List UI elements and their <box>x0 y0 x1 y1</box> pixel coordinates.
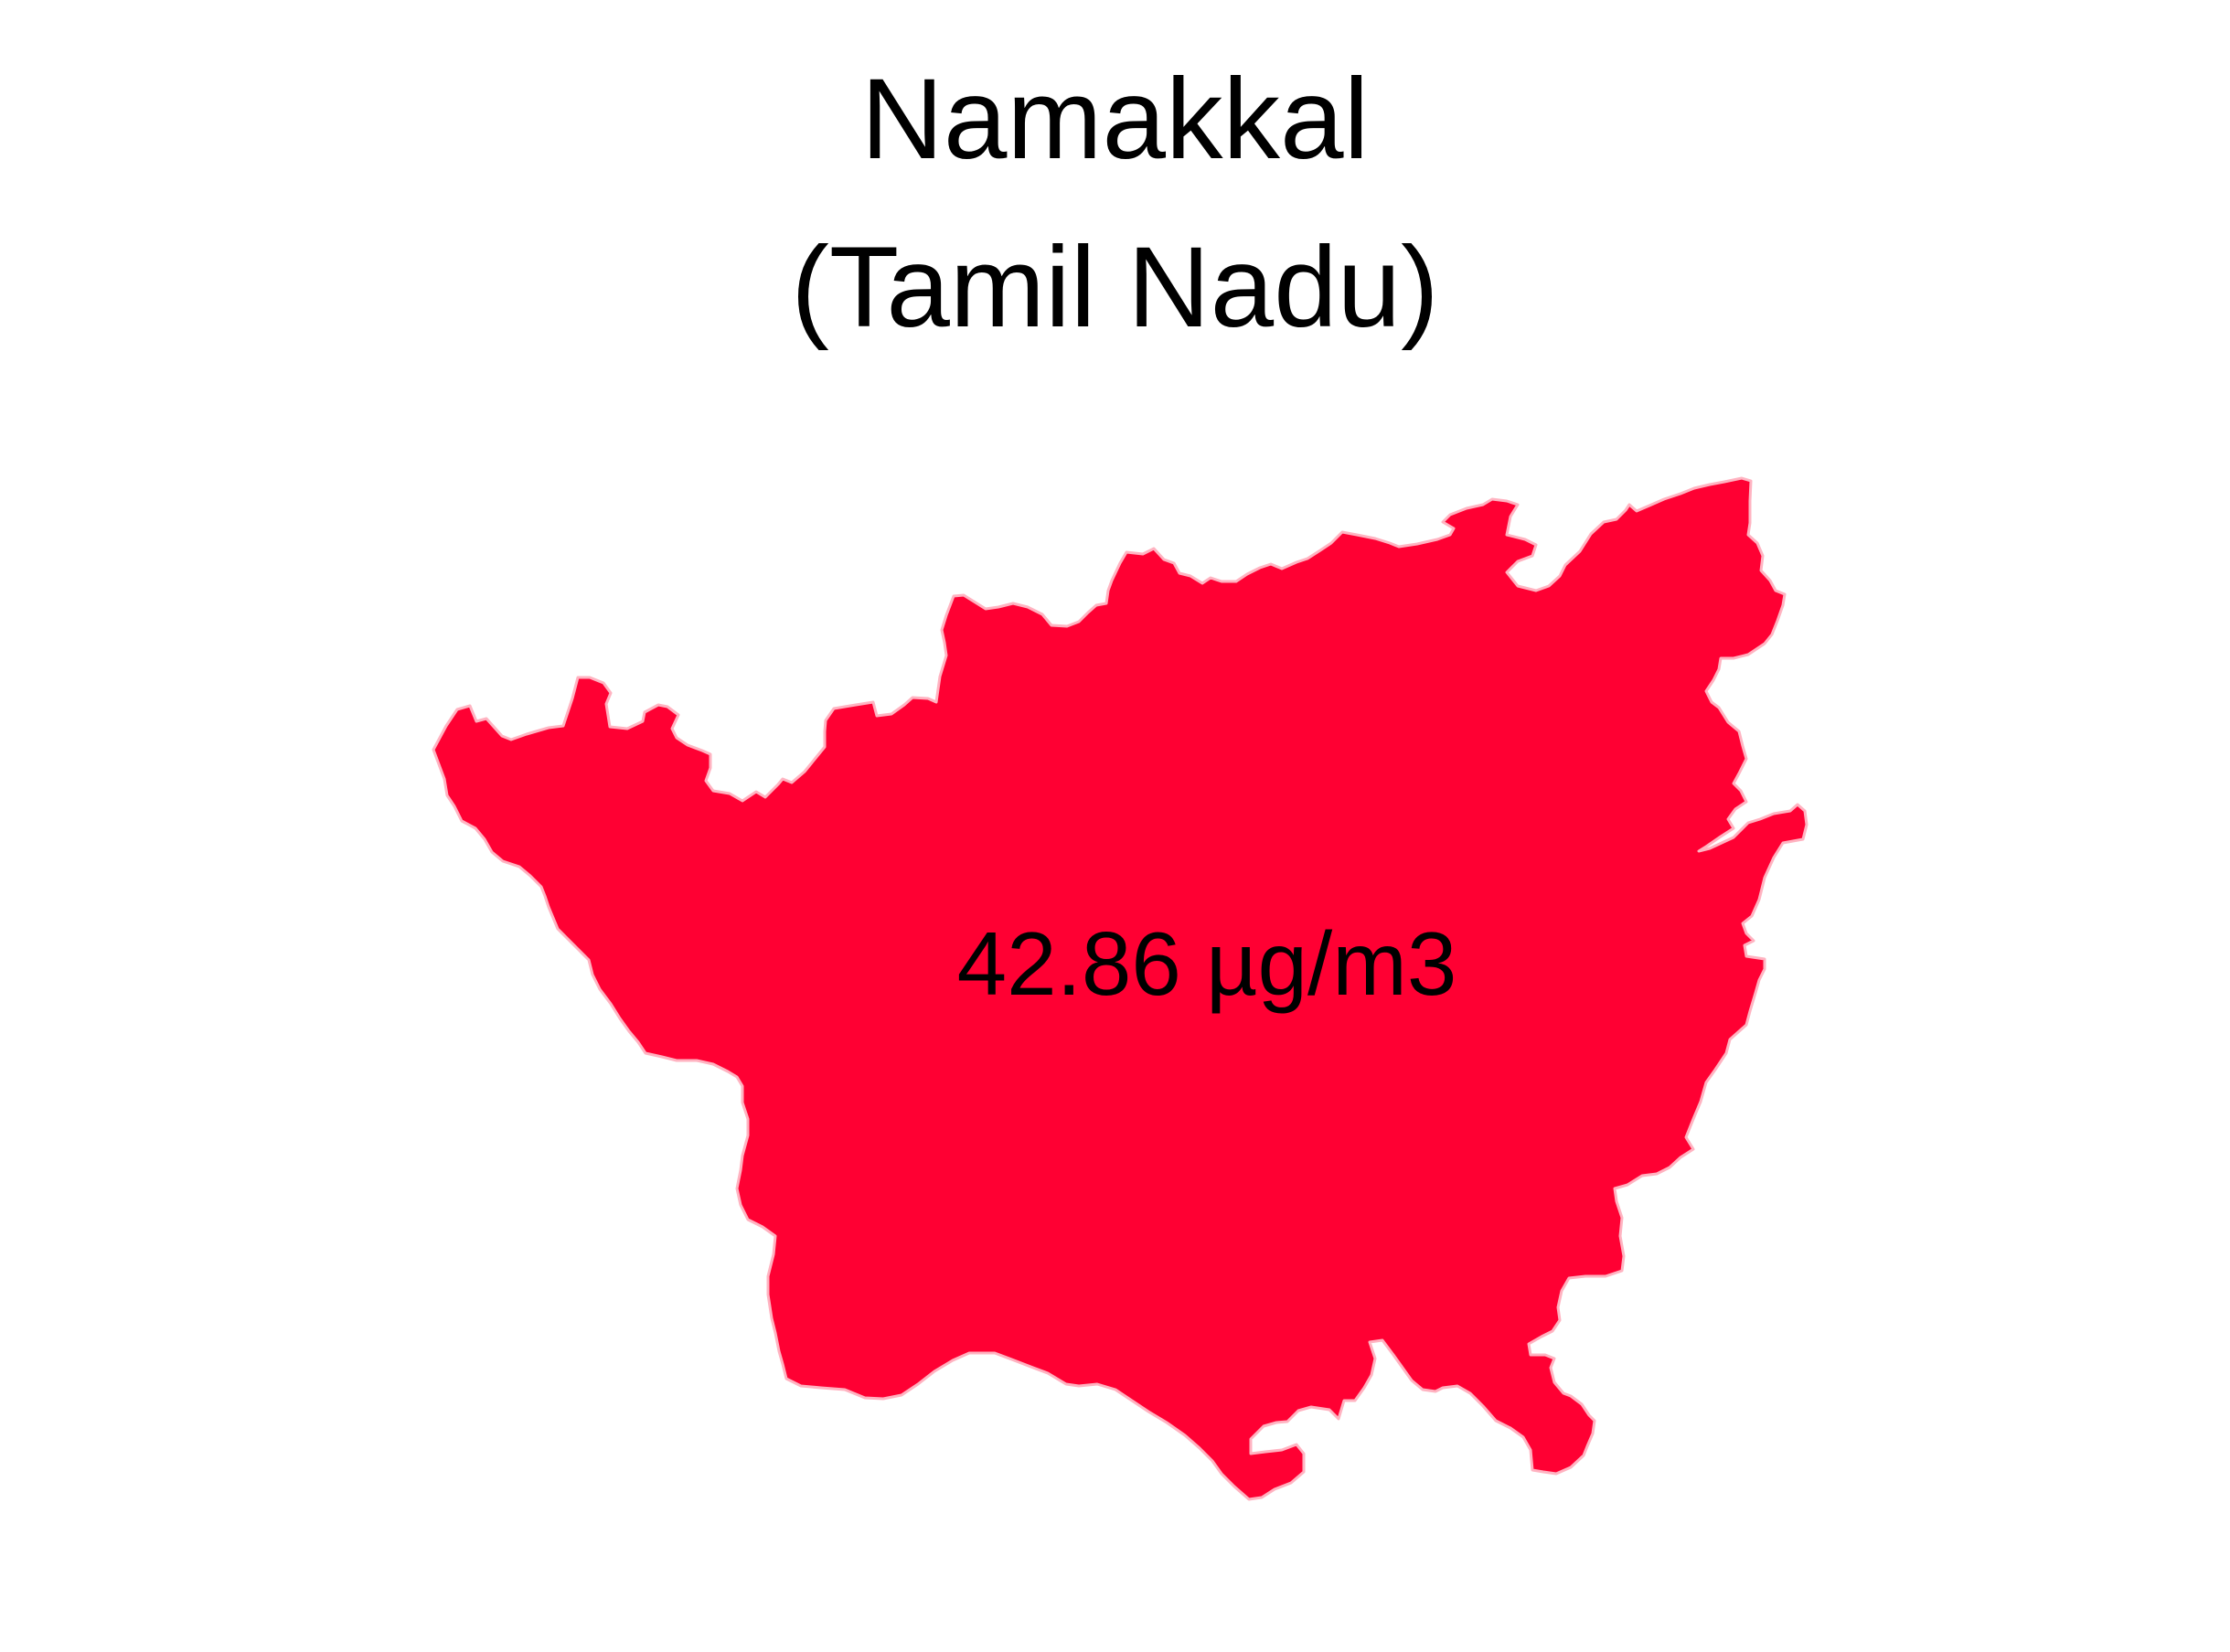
map-title: Namakkal <box>860 56 1370 183</box>
map-subtitle: (Tamil Nadu) <box>791 224 1439 351</box>
district-region-namakkal <box>432 476 1809 1501</box>
region-value-label: 42.86 µg/m3 <box>956 913 1457 1014</box>
